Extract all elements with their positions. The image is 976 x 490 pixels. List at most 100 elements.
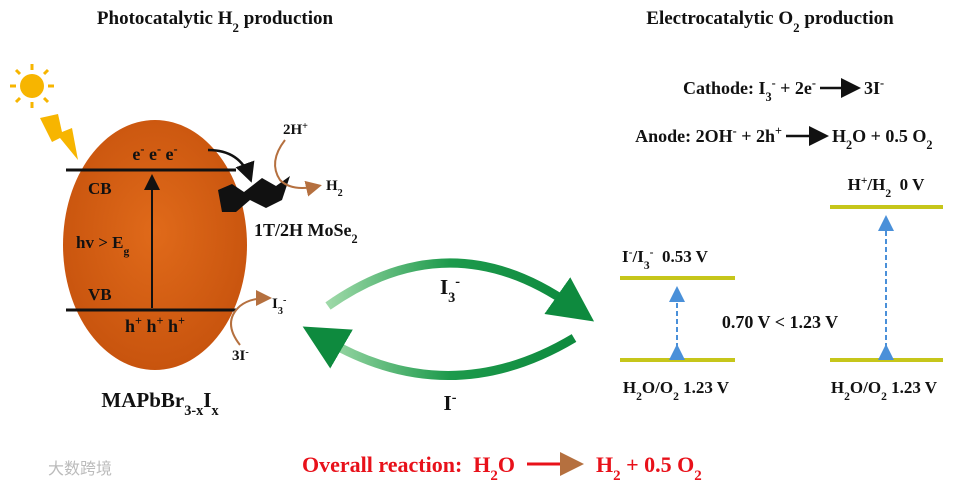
text-part: production	[239, 8, 334, 29]
text-part: 3	[644, 259, 650, 272]
text-part: production	[800, 8, 895, 29]
text-part: -	[140, 142, 144, 156]
text-part: I	[622, 247, 629, 266]
overall-reaction: Overall reaction: H2O	[302, 452, 515, 484]
text-part: 3I	[232, 348, 246, 364]
text-part: e	[161, 144, 174, 164]
text-part: 2	[846, 138, 852, 152]
text-part: hv > E	[76, 233, 123, 252]
text-part: -	[455, 274, 460, 290]
text-part: O/O	[642, 378, 673, 397]
text-part: I	[203, 388, 211, 412]
text-part: 2	[613, 468, 620, 484]
text-part: H	[848, 175, 861, 194]
text-part: +	[775, 124, 782, 138]
text-part: -	[283, 295, 287, 306]
text-part: h	[142, 316, 157, 336]
sun	[10, 64, 54, 108]
text-part: I	[444, 391, 452, 415]
text-part: -	[245, 347, 249, 358]
text-part: 2	[673, 390, 679, 403]
text-part: e	[144, 144, 157, 164]
text-part: VB	[88, 285, 112, 304]
text-part: 2	[694, 468, 701, 484]
level-label: I-/I3- 0.53 V	[622, 246, 709, 272]
text-part: 3	[448, 290, 455, 306]
text-part: + 2h	[737, 126, 775, 146]
text-part: +	[157, 314, 164, 328]
species: I3-	[272, 295, 287, 317]
text-part: -	[629, 246, 633, 259]
text-part: Cathode: I	[683, 78, 766, 98]
text-part: Anode: 2OH	[635, 126, 733, 146]
text-part: 3	[278, 306, 283, 317]
mose2-sheet	[218, 176, 290, 212]
holes: h+ h+ h+	[125, 314, 185, 336]
species: 2H+	[283, 121, 308, 139]
equation: Cathode: I3- + 2e-	[683, 76, 816, 104]
gap-label: 0.70 V < 1.23 V	[722, 312, 838, 332]
text-part: 1.23 V	[679, 378, 730, 397]
energy-levels	[620, 205, 943, 362]
title: Photocatalytic H2 production	[97, 8, 334, 35]
text-part: I	[272, 296, 278, 312]
text-part: Photocatalytic H	[97, 8, 233, 29]
lightning	[40, 114, 78, 160]
cycle-arc-top	[325, 258, 595, 322]
text-part: 0.70 V < 1.23 V	[722, 312, 838, 332]
band-gap: hv > Eg	[76, 233, 129, 258]
text-part: H	[832, 126, 846, 146]
text-part: 2	[844, 390, 850, 403]
text-part: Overall reaction: H	[302, 452, 490, 477]
text-part: -	[880, 76, 884, 90]
text-part: -	[772, 76, 776, 90]
text-part: 3	[765, 90, 771, 104]
text-part: CB	[88, 179, 112, 198]
h2-arrow	[274, 139, 322, 197]
watermark: 大数跨境	[48, 459, 112, 478]
text-part: 2	[881, 390, 887, 403]
species: H2	[326, 178, 343, 199]
text-part: +	[178, 314, 185, 328]
text-part: H	[326, 178, 338, 194]
text-part: h	[164, 316, 179, 336]
text-part: 3-x	[184, 403, 204, 419]
text-part: Electrocatalytic O	[646, 8, 793, 29]
electron-transfer-arrow	[207, 148, 255, 183]
text-part: -	[650, 246, 654, 259]
cocatalyst: 1T/2H MoSe2	[254, 220, 358, 246]
semiconductor	[63, 120, 247, 370]
text-part: h	[125, 316, 135, 336]
cycle-label: I3-	[440, 274, 460, 306]
text-part: H	[596, 452, 613, 477]
text-part: H	[623, 378, 636, 397]
band-label: CB	[88, 179, 112, 198]
text-part: -	[812, 76, 816, 90]
level-label: H2O/O2 1.23 V	[623, 378, 730, 403]
text-part: +	[302, 121, 308, 132]
text-part: O + 0.5 O	[852, 126, 926, 146]
equation: Anode: 2OH- + 2h+	[635, 124, 782, 146]
text-part: I	[440, 275, 448, 299]
text-part: 2	[352, 232, 358, 246]
text-part: + 0.5 O	[621, 452, 695, 477]
text-part: 2	[885, 187, 891, 200]
title: Electrocatalytic O2 production	[646, 8, 894, 35]
material: MAPbBr3-xIx	[101, 388, 219, 419]
text-part: 0 V	[891, 175, 925, 194]
text-part: e	[132, 144, 140, 164]
text-part: H	[831, 378, 844, 397]
cycle-arc-bottom	[302, 326, 577, 380]
text-part: 0.53 V	[653, 247, 708, 266]
text-part: O	[498, 452, 515, 477]
text-part: +	[135, 314, 142, 328]
text-part: -	[733, 124, 737, 138]
text-part: 2	[793, 20, 799, 35]
text-part: 3I	[864, 78, 880, 98]
text-part: 2	[490, 468, 497, 484]
text-part: O/O	[850, 378, 881, 397]
equation: H2O + 0.5 O2	[832, 126, 933, 152]
text-part: 2	[926, 138, 932, 152]
